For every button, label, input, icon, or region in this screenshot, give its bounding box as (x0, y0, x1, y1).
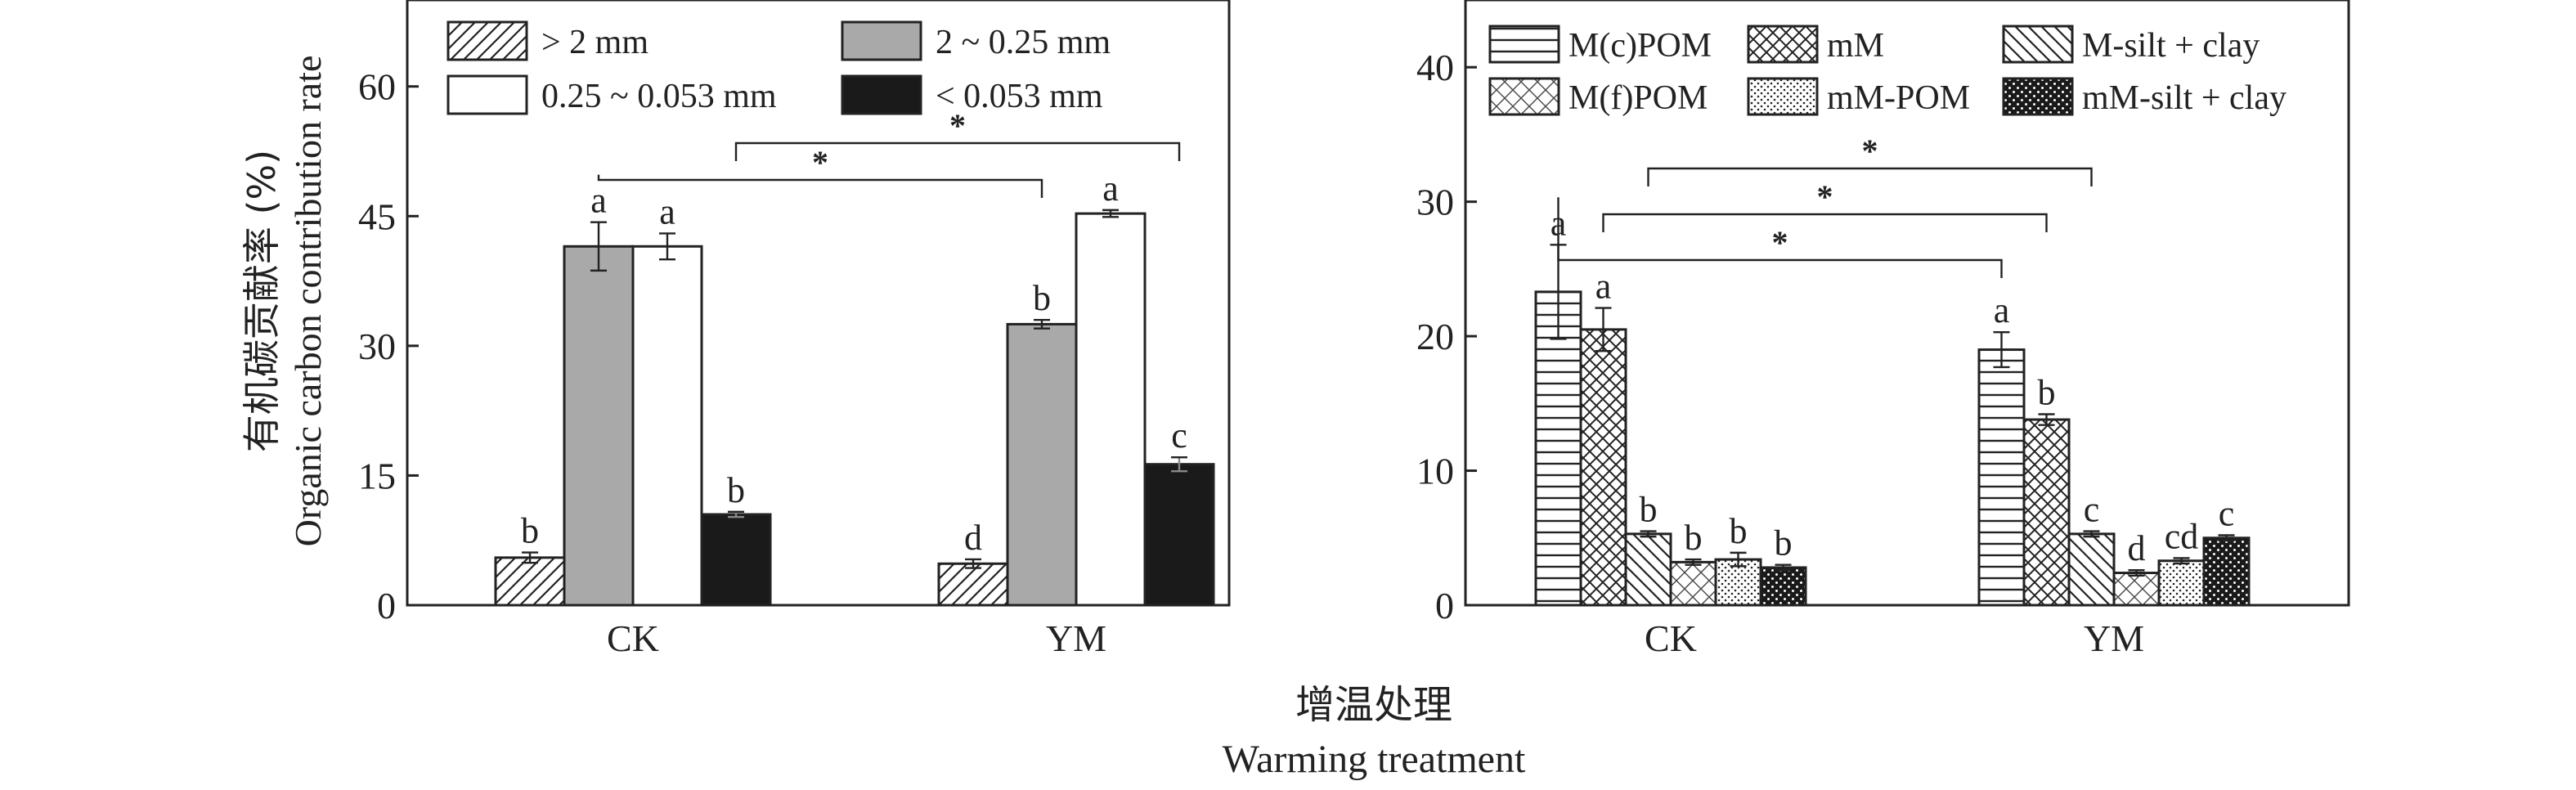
significance-letter: b (1730, 511, 1748, 551)
right-category-ck: CK (1645, 617, 1697, 659)
left-y-ticks: 0 15 30 45 60 (358, 66, 1078, 626)
significance-letter: b (1033, 278, 1051, 318)
y-tick-label: 0 (377, 585, 396, 626)
left-ylabel-cn: 有机碳贡献率 (%) (240, 150, 284, 452)
significance-letter: d (2128, 528, 2146, 568)
bar-left-ck-3 (700, 513, 772, 607)
significance-bracket (597, 174, 1043, 198)
legend-label: 2 ~ 0.25 mm (936, 24, 1111, 61)
bar-left-ym-3 (1143, 463, 1215, 607)
bar-left-ym-0 (937, 562, 1009, 607)
legend-label: < 0.053 mm (936, 78, 1103, 115)
bar-right-ck-5 (1759, 566, 1807, 607)
significance-letter: b (727, 470, 745, 510)
significance-letter: b (2038, 372, 2056, 412)
panel-left-chart: 有机碳贡献率 (%) Organic carbon contribution r… (240, 0, 1231, 659)
significance-letter: c (1171, 415, 1187, 456)
legend-swatch (841, 74, 922, 115)
y-tick-label: 45 (358, 195, 396, 237)
bar-right-ck-1 (1579, 328, 1627, 607)
legend-swatch (841, 20, 922, 61)
xlabel-en: Warming treatment (1223, 738, 1526, 781)
y-tick-label: 15 (358, 455, 396, 496)
significance-letter: a (659, 191, 675, 231)
bar-right-ym-1 (2022, 418, 2071, 607)
significance-star: * (812, 144, 828, 181)
legend-label: mM-POM (1827, 79, 1970, 117)
bar-right-ck-2 (1624, 532, 1672, 607)
xlabel-cn: 增温处理 (1295, 682, 1452, 728)
bar-right-ym-3 (2112, 572, 2161, 607)
significance-letter: a (590, 181, 607, 221)
left-category-ck: CK (607, 617, 659, 659)
significance-letter: a (1102, 168, 1119, 209)
bar-left-ck-2 (631, 245, 703, 607)
right-plot-frame (1464, 0, 2350, 607)
y-tick-label: 10 (1416, 451, 1454, 492)
significance-letter: a (1994, 290, 2010, 330)
left-significance: ** (597, 107, 1181, 198)
legend-swatch (447, 20, 528, 61)
bar-left-ym-2 (1075, 212, 1147, 607)
significance-bracket (1602, 213, 2048, 232)
significance-letter: c (2219, 493, 2235, 533)
legend-label: 0.25 ~ 0.053 mm (541, 78, 777, 115)
left-legend: > 2 mm 2 ~ 0.25 mm 0.25 ~ 0.053 mm < 0.053 … (447, 20, 1111, 115)
significance-letter: a (1595, 267, 1612, 307)
y-tick-label: 20 (1416, 316, 1454, 357)
significance-star: * (949, 107, 966, 144)
significance-star: * (1862, 132, 1878, 169)
bar-right-ck-3 (1669, 560, 1717, 607)
left-plot-frame (406, 0, 1231, 607)
legend-swatch (1747, 25, 1819, 64)
y-tick-label: 30 (1416, 182, 1454, 223)
bar-right-ym-0 (1977, 348, 2026, 607)
legend-label: mM-silt + clay (2082, 79, 2287, 117)
legend-swatch (447, 74, 528, 115)
left-ylabel-en: Organic carbon contribution rate (287, 56, 329, 547)
y-tick-label: 60 (358, 66, 396, 108)
right-category-ym: YM (2084, 617, 2144, 659)
significance-bracket (1647, 167, 2093, 186)
significance-letter: b (1685, 518, 1703, 558)
bar-right-ym-2 (2067, 532, 2116, 607)
significance-star: * (1817, 178, 1833, 215)
legend-swatch (2002, 77, 2074, 116)
y-tick-label: 0 (1435, 585, 1454, 626)
bar-right-ym-4 (2157, 559, 2206, 607)
significance-letter: b (1775, 523, 1793, 563)
y-tick-label: 30 (358, 325, 396, 367)
y-tick-label: 40 (1416, 47, 1454, 88)
significance-letter: b (1640, 490, 1658, 530)
significance-star: * (1772, 224, 1788, 261)
significance-bracket (1557, 197, 2003, 278)
legend-label: M(f)POM (1568, 79, 1708, 117)
legend-label: mM (1827, 27, 1884, 65)
left-category-ym: YM (1046, 617, 1106, 659)
bar-left-ck-0 (494, 556, 566, 607)
legend-swatch (1488, 77, 1560, 116)
significance-letter: b (521, 511, 539, 551)
significance-bracket (734, 141, 1181, 161)
right-significance: * * * (1557, 132, 2093, 278)
significance-letter: cd (2165, 516, 2199, 556)
legend-swatch (1488, 25, 1560, 64)
legend-label: M(c)POM (1568, 27, 1712, 65)
legend-label: M-silt + clay (2082, 27, 2260, 65)
right-y-ticks: 0 10 20 30 40 (1416, 47, 2116, 626)
legend-label: > 2 mm (541, 24, 648, 61)
left-bars: b a a b d b a c (494, 168, 1215, 607)
significance-letter: c (2084, 490, 2100, 530)
bar-left-ck-1 (563, 245, 635, 607)
bar-left-ym-1 (1006, 322, 1078, 607)
bar-right-ym-5 (2202, 536, 2251, 607)
legend-swatch (2002, 25, 2074, 64)
legend-swatch (1747, 77, 1819, 116)
significance-letter: d (964, 518, 982, 558)
right-legend: M(c)POM mM M-silt + clay M(f)POM mM-POM mM-si… (1488, 25, 2287, 117)
